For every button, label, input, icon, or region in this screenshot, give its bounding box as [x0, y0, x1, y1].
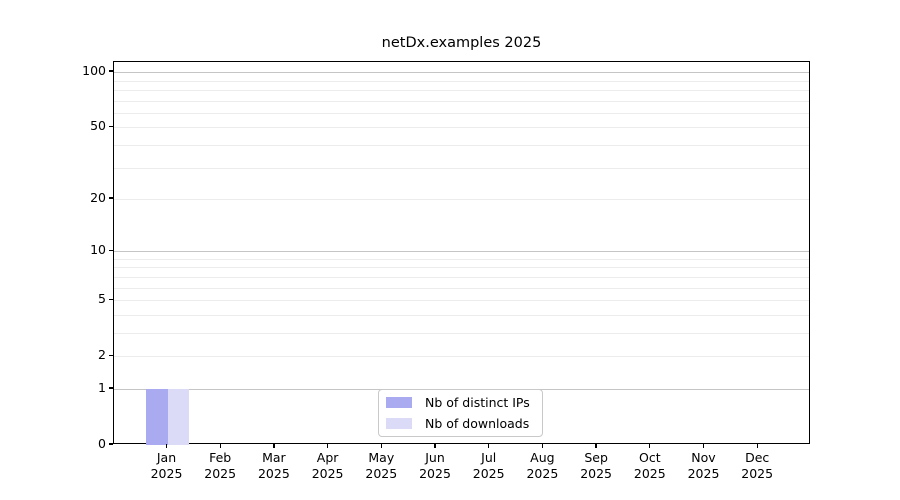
- y-tick: [109, 354, 113, 356]
- y-tick: [109, 197, 113, 199]
- chart-title: netDx.examples 2025: [381, 35, 542, 51]
- y-tick: [109, 443, 113, 445]
- x-tick: [702, 444, 705, 448]
- plot-area: [113, 61, 810, 445]
- y-tick: [109, 249, 113, 251]
- x-tick-month: Oct: [638, 450, 661, 465]
- x-tick-month: Jan: [156, 450, 177, 465]
- legend-swatch-downloads: [386, 418, 412, 429]
- x-tick-label: Jan 2025: [135, 450, 199, 481]
- y-gridline-major: [114, 250, 809, 252]
- y-tick: [109, 70, 113, 72]
- x-tick-month: Nov: [691, 450, 716, 465]
- y-tick-label: 100: [82, 63, 106, 79]
- x-tick-year: 2025: [365, 465, 398, 481]
- x-tick-label: Nov 2025: [672, 450, 736, 481]
- y-tick-label: 50: [90, 118, 106, 134]
- x-tick-label: Apr 2025: [296, 450, 360, 481]
- x-tick-year: 2025: [150, 465, 183, 481]
- y-tick-label: 1: [98, 379, 106, 395]
- legend-row-distinct-ips: Nb of distinct IPs: [386, 395, 542, 410]
- y-tick: [109, 125, 113, 127]
- x-tick-year: 2025: [419, 465, 451, 481]
- x-tick-year: 2025: [580, 465, 612, 481]
- y-gridline-minor: [114, 89, 809, 91]
- x-tick: [326, 444, 329, 448]
- y-tick-label: 20: [90, 190, 106, 206]
- x-tick: [219, 444, 221, 448]
- x-tick: [165, 444, 168, 448]
- y-gridline-minor: [114, 276, 809, 278]
- y-gridline-minor: [114, 266, 809, 268]
- x-tick-label: Oct 2025: [618, 450, 682, 481]
- x-tick: [756, 444, 758, 448]
- y-gridline-minor: [114, 167, 809, 169]
- y-gridline-minor: [114, 112, 809, 114]
- legend-label-distinct-ips: Nb of distinct IPs: [425, 395, 530, 410]
- bar-distinct-ips: [146, 388, 168, 445]
- x-tick-month: Sep: [584, 450, 608, 465]
- y-gridline-minor: [114, 144, 809, 146]
- x-tick-label: Jun 2025: [403, 450, 467, 481]
- x-tick: [649, 444, 651, 448]
- x-tick-year: 2025: [741, 465, 774, 481]
- x-tick-month: Feb: [209, 450, 232, 465]
- legend-row-downloads: Nb of downloads: [386, 416, 542, 431]
- y-gridline-minor: [114, 332, 809, 334]
- x-tick-label: Mar 2025: [242, 450, 306, 481]
- x-tick-label: Dec 2025: [725, 450, 789, 481]
- y-tick-label: 0: [98, 436, 106, 451]
- y-gridline-minor: [114, 258, 809, 260]
- x-tick-label: Sep 2025: [564, 450, 628, 481]
- x-tick: [380, 444, 382, 448]
- y-tick: [109, 387, 113, 389]
- x-tick-month: Mar: [262, 450, 286, 465]
- x-tick-month: Dec: [745, 450, 770, 465]
- x-tick-year: 2025: [204, 465, 237, 481]
- y-gridline-minor: [114, 299, 809, 301]
- bar-downloads: [167, 388, 189, 445]
- y-gridline-minor: [114, 80, 809, 82]
- x-tick-year: 2025: [472, 465, 505, 481]
- x-tick-label: Jul 2025: [457, 450, 521, 481]
- x-tick-year: 2025: [257, 465, 290, 481]
- x-tick-month: Apr: [316, 450, 339, 465]
- x-tick: [541, 444, 544, 448]
- legend: Nb of distinct IPs Nb of downloads: [378, 389, 543, 437]
- x-tick-year: 2025: [687, 465, 720, 481]
- y-gridline-minor: [114, 126, 809, 128]
- y-tick: [109, 298, 113, 300]
- x-tick-month: Jun: [425, 450, 445, 465]
- x-tick-label: Feb 2025: [188, 450, 252, 481]
- y-gridline-minor: [114, 287, 809, 289]
- x-tick-year: 2025: [633, 465, 666, 481]
- x-tick: [595, 444, 597, 448]
- y-gridline-major: [114, 71, 809, 73]
- x-tick-year: 2025: [311, 465, 344, 481]
- y-gridline-minor: [114, 355, 809, 357]
- x-tick: [434, 444, 436, 448]
- y-tick-label: 2: [98, 347, 106, 363]
- x-tick-month: May: [368, 450, 395, 465]
- y-tick-label: 10: [90, 242, 106, 258]
- x-tick: [273, 444, 275, 448]
- x-tick-month: Aug: [530, 450, 555, 465]
- legend-swatch-distinct-ips: [386, 397, 412, 408]
- y-gridline-minor: [114, 100, 809, 102]
- x-tick-year: 2025: [526, 465, 559, 481]
- y-gridline-minor: [114, 198, 809, 200]
- y-tick-label: 5: [98, 291, 106, 307]
- x-tick-label: Aug 2025: [510, 450, 574, 481]
- y-gridline-minor: [114, 314, 809, 316]
- x-tick-label: May 2025: [349, 450, 413, 481]
- x-tick-month: Jul: [481, 450, 497, 465]
- legend-label-downloads: Nb of downloads: [425, 416, 530, 431]
- x-tick: [488, 444, 490, 448]
